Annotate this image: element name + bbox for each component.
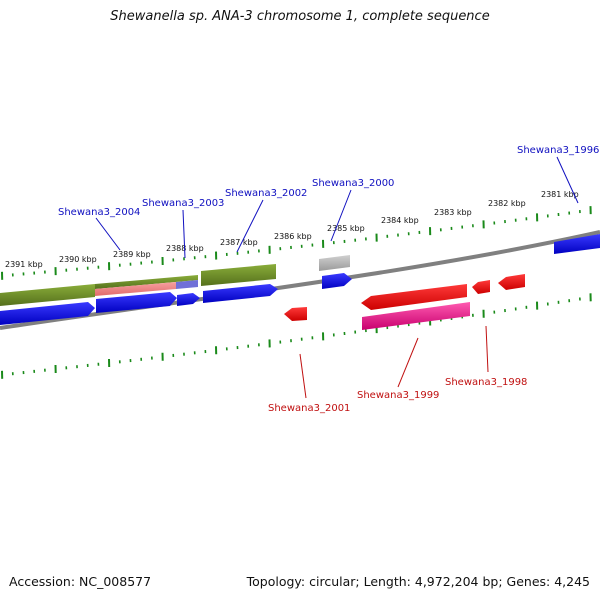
gene-label-1999[interactable]: Shewana3_1999 <box>357 390 439 401</box>
gene-label-1996[interactable]: Shewana3_1996 <box>517 145 599 156</box>
tick-label-2384: 2384 kbp <box>381 216 419 225</box>
tick-label-2385: 2385 kbp <box>327 224 365 233</box>
tick-label-2387: 2387 kbp <box>220 238 258 247</box>
accession-text: Accession: NC_008577 <box>9 574 151 589</box>
gene-label-2000[interactable]: Shewana3_2000 <box>312 178 394 189</box>
gene-label-2001[interactable]: Shewana3_2001 <box>268 403 350 414</box>
gene-arrow-2001[interactable] <box>284 307 307 321</box>
leader-2004 <box>96 218 120 250</box>
gene-arrow-2003-b[interactable] <box>177 293 200 306</box>
leader-1999 <box>398 338 418 387</box>
gene-label-1998[interactable]: Shewana3_1998 <box>445 377 527 388</box>
reverse-gene-labels: Shewana3_2001 Shewana3_1999 Shewana3_199… <box>268 326 527 414</box>
kbp-tick-labels: 2391 kbp 2390 kbp 2389 kbp 2388 kbp 2387… <box>5 190 579 269</box>
cds-feature-2004[interactable] <box>0 284 95 306</box>
genome-summary-text: Topology: circular; Length: 4,972,204 bp… <box>247 574 590 589</box>
map-title: Shewanella sp. ANA-3 chromosome 1, compl… <box>0 9 600 24</box>
gene-label-2002[interactable]: Shewana3_2002 <box>225 188 307 199</box>
gene-arrow-2002[interactable] <box>203 284 278 303</box>
gene-arrow-1997[interactable] <box>498 274 525 290</box>
leader-1998 <box>486 326 488 372</box>
cds-feature-2000[interactable] <box>319 255 350 271</box>
tick-label-2386: 2386 kbp <box>274 232 312 241</box>
tick-label-2390: 2390 kbp <box>59 255 97 264</box>
tick-label-2391: 2391 kbp <box>5 260 43 269</box>
gene-arrow-2000[interactable] <box>322 273 352 289</box>
tick-label-2389: 2389 kbp <box>113 250 151 259</box>
gene-label-2003[interactable]: Shewana3_2003 <box>142 198 224 209</box>
gene-label-2004[interactable]: Shewana3_2004 <box>58 207 140 218</box>
leader-2001 <box>300 354 306 398</box>
cds-feature-2002[interactable] <box>201 264 276 286</box>
leader-2000 <box>331 190 351 241</box>
gene-arrow-1998[interactable] <box>472 280 490 294</box>
tick-label-2382: 2382 kbp <box>488 199 526 208</box>
tick-label-2383: 2383 kbp <box>434 208 472 217</box>
